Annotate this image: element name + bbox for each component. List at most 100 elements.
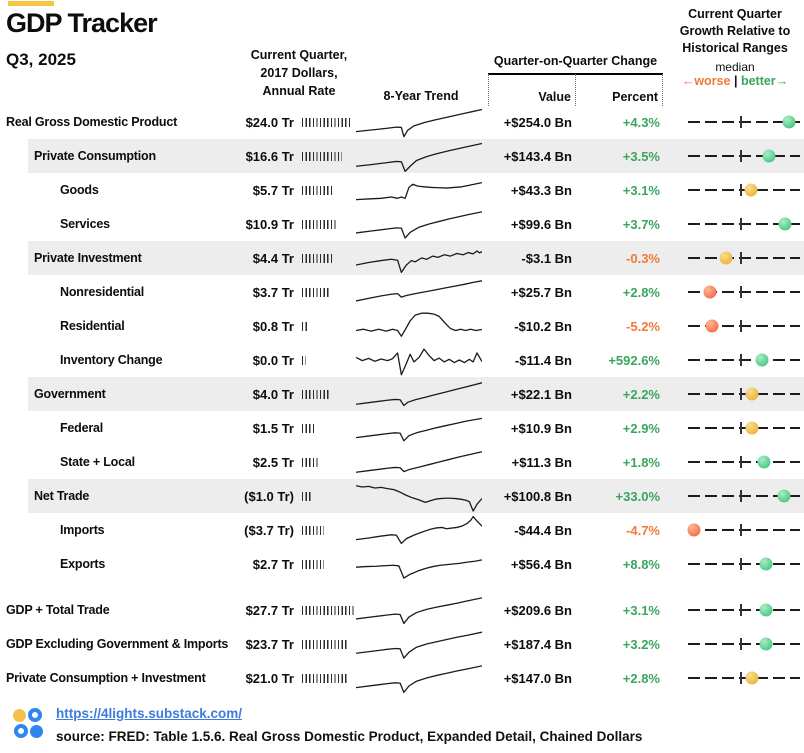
range-plot-cell — [662, 385, 804, 403]
median-tick — [739, 422, 742, 434]
median-label: median — [715, 60, 755, 74]
row-label: Net Trade — [34, 489, 90, 503]
range-line — [688, 427, 800, 429]
current-quarter-value: $16.6 Tr — [245, 148, 294, 164]
range-plot-cell — [662, 283, 804, 301]
column-header-value-label: Value — [538, 90, 571, 104]
median-tick — [739, 218, 742, 230]
median-tick — [739, 490, 742, 502]
qoq-percent: +33.0% — [615, 488, 660, 504]
range-plot-cell — [662, 181, 804, 199]
range-line — [688, 223, 800, 225]
row-label: Real Gross Domestic Product — [6, 115, 178, 129]
row-label: Goods — [60, 183, 99, 197]
historical-range-plot — [687, 522, 800, 538]
trend-sparkline — [356, 378, 486, 410]
trend-sparkline — [356, 594, 486, 626]
percentile-dot — [777, 489, 791, 503]
historical-range-plot — [688, 670, 800, 686]
worse-better-legend: ←worse | better→ — [666, 74, 804, 88]
qoq-value: +$10.9 Bn — [510, 420, 572, 436]
median-tick — [739, 184, 742, 196]
ruler-ticks-icon — [302, 673, 349, 683]
historical-range-plot — [688, 420, 800, 436]
column-header-qoq-change: Quarter-on-Quarter Change — [488, 53, 663, 75]
trend-sparkline — [356, 174, 486, 206]
range-line — [688, 529, 800, 531]
table-row: Residential $0.8 Tr -$10.2 Bn -5.2% — [0, 309, 804, 343]
ruler-ticks-icon — [302, 355, 306, 365]
qoq-value: +$100.8 Bn — [503, 488, 572, 504]
table-row: Government $4.0 Tr +$22.1 Bn +2.2% — [0, 377, 804, 411]
qoq-value: +$25.7 Bn — [510, 284, 572, 300]
historical-range-plot — [688, 216, 800, 232]
current-quarter-value: $0.0 Tr — [252, 352, 294, 368]
historical-range-plot — [688, 318, 800, 334]
current-quarter-value: ($3.7 Tr) — [244, 522, 294, 538]
ruler-ticks-icon — [302, 389, 331, 399]
range-line — [688, 495, 800, 497]
ruler-ticks-icon — [302, 151, 342, 161]
range-line — [688, 563, 800, 565]
range-line — [688, 609, 800, 611]
qoq-percent: +3.1% — [622, 182, 660, 198]
ruler-ticks-icon — [302, 559, 324, 569]
logo-circle-blue — [30, 725, 43, 738]
table-body: Real Gross Domestic Product $24.0 Tr +$254… — [0, 105, 804, 695]
historical-range-plot — [688, 602, 800, 618]
range-plot-cell — [662, 351, 804, 369]
qoq-percent: -0.3% — [626, 250, 660, 266]
qoq-value: +$11.3 Bn — [511, 454, 572, 470]
magnitude-ruler — [294, 253, 356, 263]
trend-sparkline — [356, 480, 486, 512]
percentile-dot — [703, 285, 717, 299]
range-plot-cell — [662, 249, 804, 267]
current-quarter-value: $1.5 Tr — [252, 420, 294, 436]
median-tick — [739, 116, 742, 128]
worse-label: ←worse — [681, 74, 731, 88]
qoq-value: +$147.0 Bn — [503, 670, 572, 686]
historical-range-plot — [688, 556, 800, 572]
current-quarter-value: $5.7 Tr — [252, 182, 294, 198]
qoq-percent: +2.2% — [622, 386, 660, 402]
row-label: Federal — [60, 421, 104, 435]
column-header-line: Growth Relative to — [679, 24, 791, 38]
column-header-percent-label: Percent — [612, 90, 658, 104]
table-row: State + Local $2.5 Tr +$11.3 Bn +1.8% — [0, 445, 804, 479]
magnitude-ruler — [294, 355, 356, 365]
historical-range-plot — [688, 284, 800, 300]
range-line — [688, 325, 800, 327]
better-label: better→ — [740, 74, 789, 88]
magnitude-ruler — [294, 117, 356, 127]
row-label: Services — [60, 217, 110, 231]
magnitude-ruler — [294, 673, 356, 683]
range-plot-cell — [662, 521, 804, 539]
current-quarter-value: $2.5 Tr — [252, 454, 294, 470]
magnitude-ruler — [294, 219, 356, 229]
row-label: State + Local — [60, 455, 135, 469]
historical-range-plot — [688, 488, 800, 504]
source-note: source: FRED: Table 1.5.6. Real Gross Do… — [56, 729, 643, 744]
ruler-ticks-icon — [302, 423, 317, 433]
qoq-percent: +1.8% — [622, 454, 660, 470]
column-header-historical-range: Current Quarter Growth Relative to Histo… — [666, 6, 804, 57]
qoq-percent: +592.6% — [608, 352, 660, 368]
substack-link[interactable]: https://4lights.substack.com/ — [56, 706, 243, 721]
percentile-dot — [778, 217, 792, 231]
qoq-value: -$44.4 Bn — [514, 522, 572, 538]
row-label: Private Consumption — [34, 149, 156, 163]
qoq-value: +$56.4 Bn — [510, 556, 572, 572]
four-lights-logo-icon — [13, 708, 44, 739]
logo-ring-blue — [28, 708, 42, 722]
table-row: Exports $2.7 Tr +$56.4 Bn +8.8% — [0, 547, 804, 581]
range-plot-cell — [662, 453, 804, 471]
row-label: GDP Excluding Government & Imports — [6, 637, 229, 651]
qoq-value: +$209.6 Bn — [503, 602, 572, 618]
median-tick — [739, 524, 742, 536]
qoq-percent: +3.7% — [622, 216, 660, 232]
trend-sparkline — [356, 446, 486, 478]
magnitude-ruler — [294, 605, 356, 615]
range-line — [688, 189, 800, 191]
current-quarter-value: $27.7 Tr — [245, 602, 294, 618]
